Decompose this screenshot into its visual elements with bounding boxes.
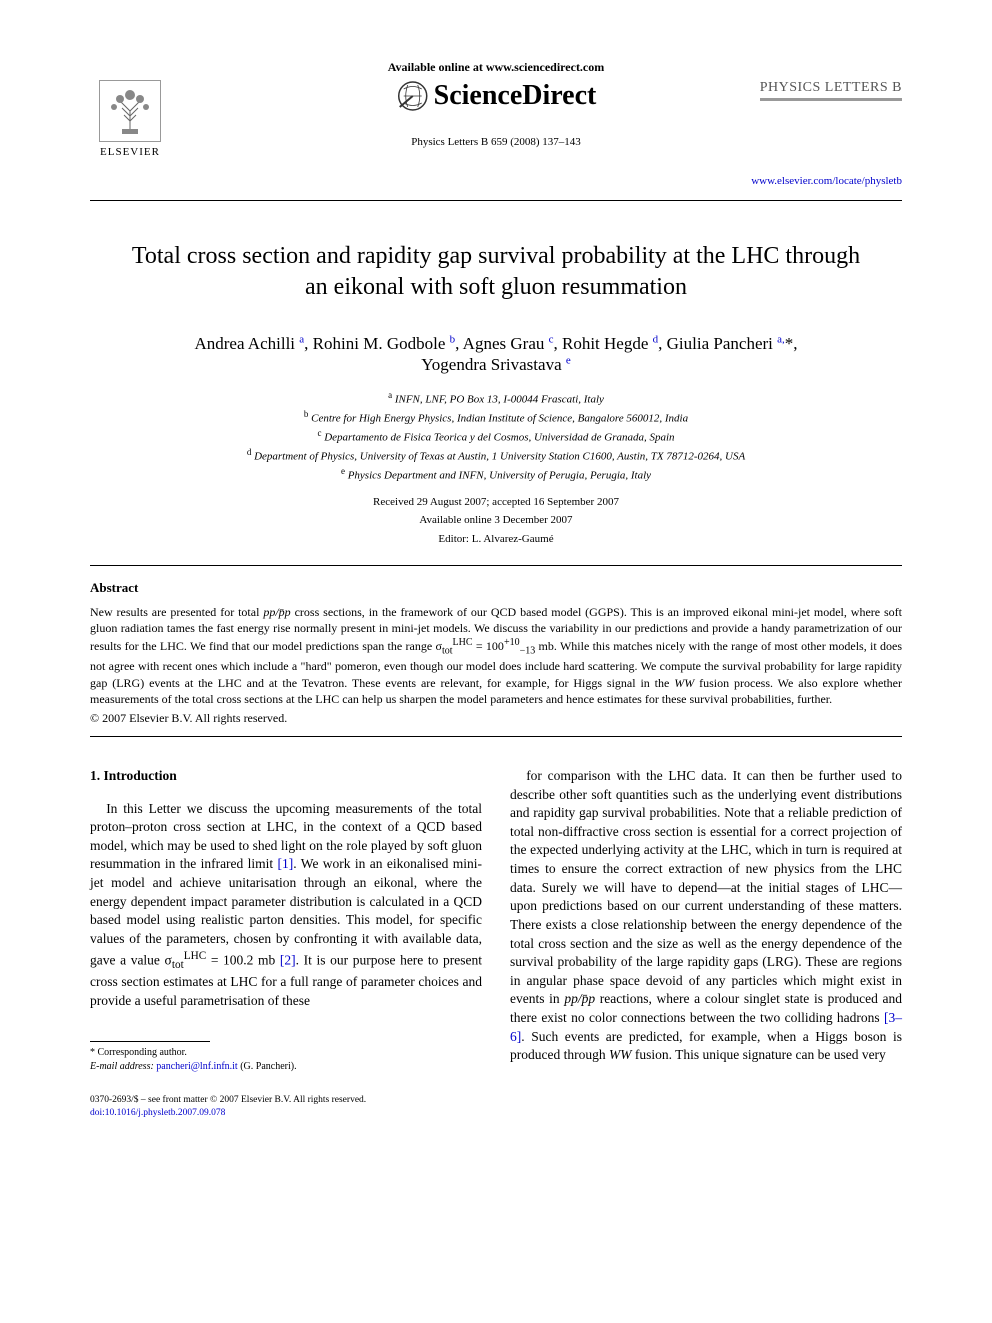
- abstract-heading: Abstract: [90, 580, 902, 596]
- abstract-section: Abstract New results are presented for t…: [90, 565, 902, 737]
- sciencedirect-brand: ScienceDirect: [388, 79, 605, 118]
- section1-heading: 1. Introduction: [90, 767, 482, 786]
- footnote-block: * Corresponding author. E-mail address: …: [90, 1046, 482, 1074]
- section1-col2-text: for comparison with the LHC data. It can…: [510, 767, 902, 1065]
- header-center: Available online at www.sciencedirect.co…: [388, 60, 605, 148]
- journal-header: ELSEVIER Available online at www.science…: [90, 60, 902, 201]
- elsevier-tree-icon: [99, 80, 161, 142]
- corresponding-author: * Corresponding author.: [90, 1046, 482, 1060]
- abstract-copyright: © 2007 Elsevier B.V. All rights reserved…: [90, 711, 902, 726]
- journal-name: PHYSICS LETTERS B: [760, 80, 902, 101]
- affiliation-line: b Centre for High Energy Physics, Indian…: [90, 408, 902, 427]
- column-right: for comparison with the LHC data. It can…: [510, 767, 902, 1074]
- article-title: Total cross section and rapidity gap sur…: [120, 241, 872, 303]
- section1-col1-text: In this Letter we discuss the upcoming m…: [90, 800, 482, 1011]
- affiliation-line: d Department of Physics, University of T…: [90, 446, 902, 465]
- authors-block: Andrea Achilli a, Rohini M. Godbole b, A…: [90, 333, 902, 374]
- footer-block: 0370-2693/$ – see front matter © 2007 El…: [90, 1094, 902, 1121]
- email-label: E-mail address:: [90, 1061, 154, 1072]
- email-address[interactable]: pancheri@lnf.infn.it: [156, 1061, 237, 1072]
- affiliation-line: e Physics Department and INFN, Universit…: [90, 465, 902, 484]
- sciencedirect-icon: [396, 79, 430, 113]
- received-accepted: Received 29 August 2007; accepted 16 Sep…: [90, 494, 902, 512]
- available-online-date: Available online 3 December 2007: [90, 512, 902, 530]
- publisher-name: ELSEVIER: [90, 146, 170, 158]
- dates-block: Received 29 August 2007; accepted 16 Sep…: [90, 494, 902, 529]
- affiliations-block: a INFN, LNF, PO Box 13, I-00044 Frascati…: [90, 389, 902, 484]
- column-left: 1. Introduction In this Letter we discus…: [90, 767, 482, 1074]
- available-online-text: Available online at www.sciencedirect.co…: [388, 60, 605, 75]
- sciencedirect-text: ScienceDirect: [434, 80, 597, 112]
- affiliation-line: a INFN, LNF, PO Box 13, I-00044 Frascati…: [90, 389, 902, 408]
- elsevier-logo: ELSEVIER: [90, 80, 170, 158]
- journal-link[interactable]: www.elsevier.com/locate/physletb: [751, 175, 902, 187]
- footnote-email-line: E-mail address: pancheri@lnf.infn.it (G.…: [90, 1060, 482, 1074]
- authors-line1: Andrea Achilli a, Rohini M. Godbole b, A…: [194, 334, 797, 353]
- citation-text: Physics Letters B 659 (2008) 137–143: [388, 136, 605, 148]
- affiliation-line: c Departamento de Fisica Teorica y del C…: [90, 427, 902, 446]
- footnote-separator: [90, 1041, 210, 1042]
- email-author-name: (G. Pancheri).: [240, 1061, 296, 1072]
- footer-doi[interactable]: doi:10.1016/j.physletb.2007.09.078: [90, 1107, 902, 1120]
- abstract-body: New results are presented for total pp/p…: [90, 604, 902, 707]
- editor-line: Editor: L. Alvarez-Gaumé: [90, 533, 902, 545]
- body-columns: 1. Introduction In this Letter we discus…: [90, 767, 902, 1074]
- authors-line2: Yogendra Srivastava e: [421, 355, 571, 374]
- footer-copyright: 0370-2693/$ – see front matter © 2007 El…: [90, 1094, 902, 1107]
